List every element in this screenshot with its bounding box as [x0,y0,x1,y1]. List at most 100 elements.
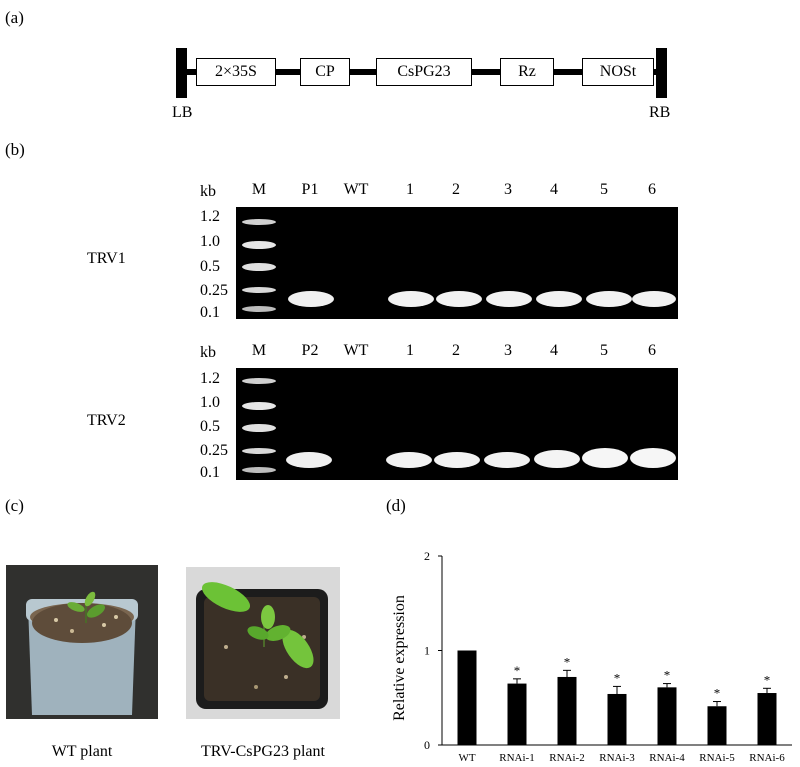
panel-label-d: (d) [386,496,406,515]
chart-x-tick-label: WT [458,752,475,762]
ladder-band [242,467,276,473]
chart-significance-marker: * [664,668,671,683]
gel-bottom-size-0-5: 0.5 [200,418,220,435]
pcr-band-1 [386,452,432,468]
construct-element-rz: Rz [500,58,554,86]
chart-x-tick-label: RNAi-4 [649,752,685,762]
gel-bottom-lane-3: 3 [504,342,512,359]
pcr-band-4 [534,450,580,468]
chart-y-tick-label: 2 [424,549,430,563]
pcr-band-p2 [286,452,332,468]
gel-top-size-0-1: 0.1 [200,304,220,321]
chart-bar [607,693,627,745]
chart-bar [457,650,477,745]
pcr-band-1 [388,291,434,307]
trv-plant-illustration [186,567,340,719]
gel-bottom-lane-6: 6 [648,342,656,359]
construct-element-cp: CP [300,58,350,86]
pcr-band-2 [434,452,480,468]
left-border-bar [176,48,187,98]
chart-x-tick-label: RNAi-2 [549,752,584,762]
gel-top-lane-6: 6 [648,181,656,198]
wt-plant-caption: WT plant [51,743,113,760]
gel-bottom-unit: kb [200,344,216,361]
gel-bottom-lane-1: 1 [406,342,414,359]
chart-bar [657,687,677,745]
chart-x-tick-label: RNAi-3 [599,752,635,762]
gel-top-lane-5: 5 [600,181,608,198]
chart-bar [707,706,727,745]
construct-element-nost: NOSt [582,58,654,86]
pcr-band-3 [486,291,532,307]
ladder-band [242,241,276,249]
gel-top-lane-m: M [251,181,267,198]
chart-significance-marker: * [614,670,621,685]
gel-top-lane-3: 3 [504,181,512,198]
gel-top-lane-1: 1 [406,181,414,198]
gel-bottom-size-0-1: 0.1 [200,464,220,481]
gel-top-size-0-5: 0.5 [200,258,220,275]
chart-bar [557,676,577,745]
panel-label-b: (b) [5,140,25,159]
gel-bottom-size-1-2: 1.2 [200,370,220,387]
gel-bottom-lane-p2: P2 [301,342,319,359]
wt-plant-illustration [6,565,158,719]
chart-x-tick-label: RNAi-1 [499,752,534,762]
gel-bottom-lane-5: 5 [600,342,608,359]
pcr-band-6 [632,291,676,307]
gel-bottom-lane-4: 4 [550,342,558,359]
chart-bar [507,683,527,745]
wt-plant-photo [6,565,158,719]
chart-y-tick-label: 0 [424,738,430,752]
ladder-band [242,424,276,432]
ladder-band [242,287,276,293]
gel-top-lane-p1: P1 [301,181,319,198]
chart-bar [757,693,777,745]
gel-top-size-1-2: 1.2 [200,208,220,225]
pcr-band-4 [536,291,582,307]
chart-y-axis-title: Relative expression [391,595,408,721]
pcr-band-p1 [288,291,334,307]
gel-top-lane-wt: WT [343,181,369,198]
gel-top-size-0-25: 0.25 [200,282,228,299]
gel-bottom-lane-wt: WT [343,342,369,359]
chart-y-tick-label: 1 [424,644,430,658]
gel-top-size-1-0: 1.0 [200,233,220,250]
gel-bottom-lane-m: M [251,342,267,359]
gel-top-image [236,207,678,319]
construct-element-cspg23: CsPG23 [376,58,472,86]
gel-bottom-lane-2: 2 [452,342,460,359]
pcr-band-5 [586,291,632,307]
ladder-band [242,448,276,454]
relative-expression-chart: Relative expression 0 1 2 WT * RNAi-1 * RNAi-2 *… [391,549,792,762]
left-border-label: LB [172,104,193,121]
pcr-band-2 [436,291,482,307]
gel-bottom-row-label: TRV2 [87,412,126,429]
gel-top-lane-4: 4 [550,181,558,198]
gel-bottom-image [236,368,678,480]
right-border-bar [656,48,667,98]
right-border-label: RB [649,104,671,121]
gel-top-unit: kb [200,183,216,200]
construct-element-35s: 2×35S [196,58,276,86]
trv-cspg23-plant-caption: TRV-CsPG23 plant [201,743,325,760]
ladder-band [242,306,276,312]
pcr-band-5 [582,448,628,468]
chart-x-tick-label: RNAi-5 [699,752,735,762]
chart-significance-marker: * [714,686,721,701]
panel-label-c: (c) [5,496,24,515]
gel-bottom-size-1-0: 1.0 [200,394,220,411]
chart-significance-marker: * [564,654,571,669]
panel-label-a: (a) [5,8,24,27]
pcr-band-6 [630,448,676,468]
ladder-band [242,263,276,271]
gel-top-lane-2: 2 [452,181,460,198]
pcr-band-3 [484,452,530,468]
gel-bottom-size-0-25: 0.25 [200,442,228,459]
ladder-band [242,402,276,410]
chart-x-tick-label: RNAi-6 [749,752,785,762]
chart-significance-marker: * [514,663,521,678]
chart-significance-marker: * [764,672,771,687]
ladder-band [242,378,276,384]
ladder-band [242,219,276,225]
